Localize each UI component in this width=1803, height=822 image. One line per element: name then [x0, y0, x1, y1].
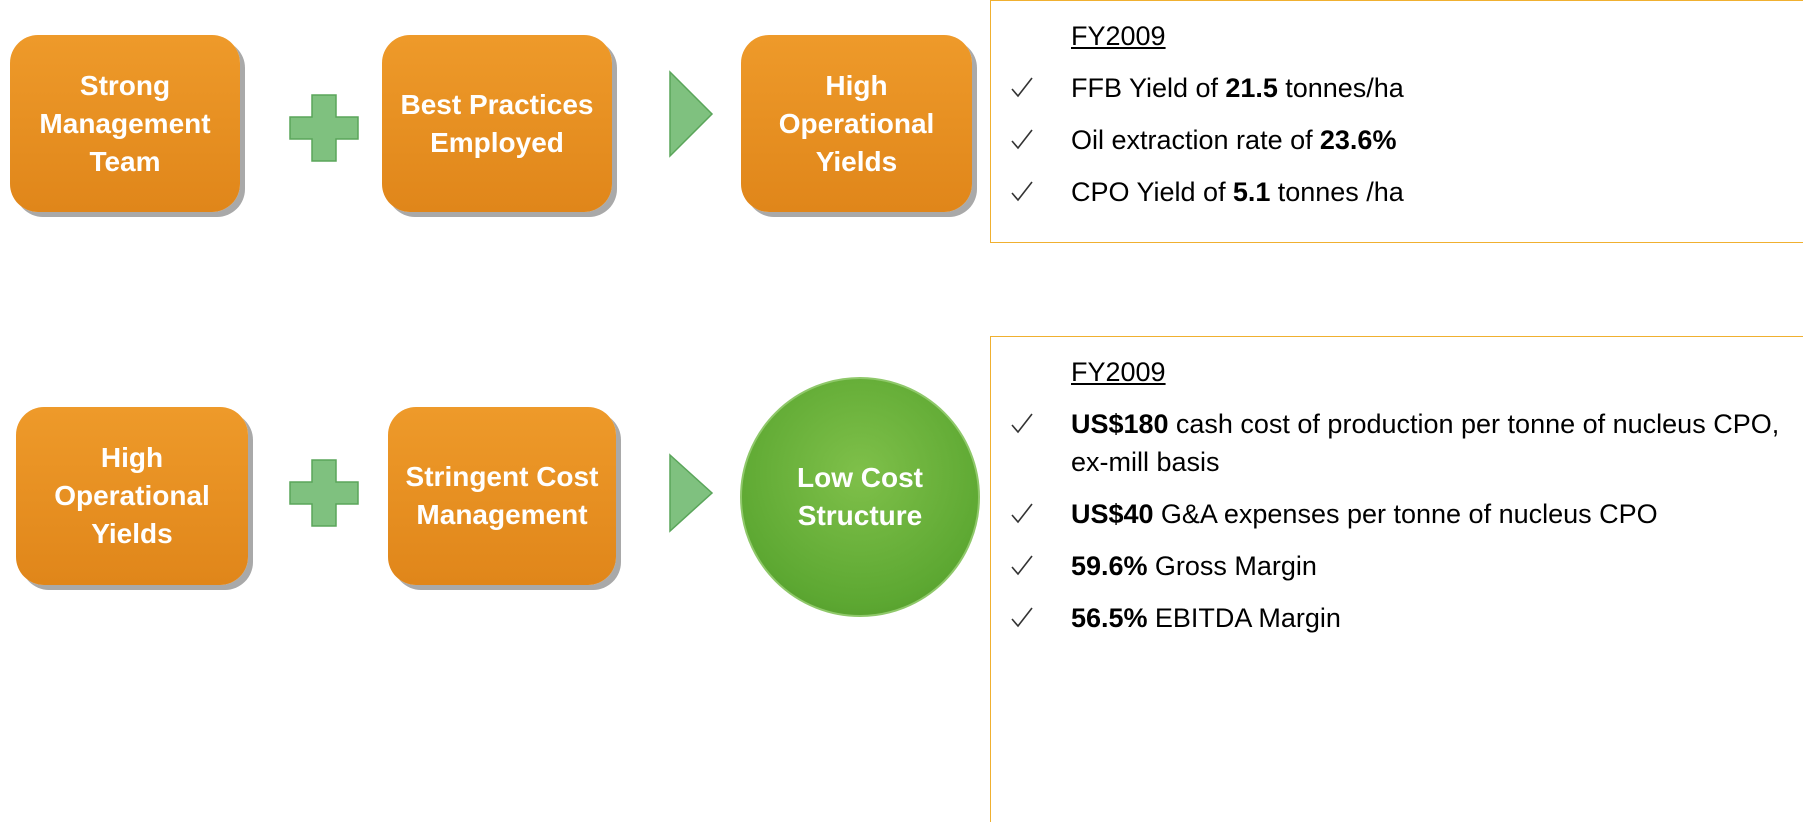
bullet: FFB Yield of 21.5 tonnes/ha: [1071, 69, 1791, 107]
check-icon: [1011, 129, 1033, 150]
bold-text: 23.6%: [1319, 125, 1397, 155]
text: G&A expenses per tonne of nucleus CPO: [1160, 499, 1658, 529]
result-box: High Operational Yields: [741, 35, 972, 212]
bold-text: 5.1: [1232, 177, 1271, 207]
check-icon: [1011, 77, 1033, 98]
check-icon: [1011, 413, 1033, 434]
bold-text: 21.5: [1225, 73, 1278, 103]
text: tonnes/ha: [1285, 73, 1404, 103]
bullet: 59.6% Gross Margin: [1071, 547, 1791, 585]
check-icon: [1011, 555, 1033, 576]
callout-box: FY2009 US$180 cash cost of production per …: [990, 336, 1803, 822]
bold-text: 56.5%: [1071, 603, 1148, 633]
text: tonnes /ha: [1277, 177, 1404, 207]
bold-text: 59.6%: [1071, 551, 1148, 581]
input-box: Best Practices Employed: [382, 35, 612, 212]
result-box: Low Cost Structure: [740, 377, 980, 617]
text: CPO Yield of: [1071, 177, 1226, 207]
check-icon: [1011, 181, 1033, 202]
callout-heading: FY2009: [1071, 357, 1166, 387]
input-box: High Operational Yields: [16, 407, 248, 585]
check-icon: [1011, 503, 1033, 524]
arrow-icon: [669, 453, 714, 533]
text: cash cost of production per tonne of nuc…: [1071, 409, 1780, 477]
bold-text: US$180: [1071, 409, 1169, 439]
callout-heading: FY2009: [1071, 21, 1166, 51]
plus-icon: [289, 94, 359, 162]
arrow-icon: [669, 70, 714, 158]
input-box: Strong Management Team: [10, 35, 240, 212]
check-icon: [1011, 607, 1033, 628]
bullet: 56.5% EBITDA Margin: [1071, 599, 1791, 637]
callout-box: FY2009 FFB Yield of 21.5 tonnes/ha Oil extra…: [990, 0, 1803, 243]
bullet: US$40 G&A expenses per tonne of nucleus C…: [1071, 495, 1791, 533]
bullet: CPO Yield of 5.1 tonnes /ha: [1071, 173, 1791, 211]
plus-icon: [289, 459, 359, 527]
text: FFB Yield of: [1071, 73, 1219, 103]
bullet: US$180 cash cost of production per tonne …: [1071, 405, 1791, 481]
text: Gross Margin: [1154, 551, 1317, 581]
bold-text: US$40: [1071, 499, 1154, 529]
text: EBITDA Margin: [1154, 603, 1341, 633]
input-box: Stringent Cost Management: [388, 407, 616, 585]
text: Oil extraction rate of: [1071, 125, 1313, 155]
bullet: Oil extraction rate of 23.6%: [1071, 121, 1791, 159]
